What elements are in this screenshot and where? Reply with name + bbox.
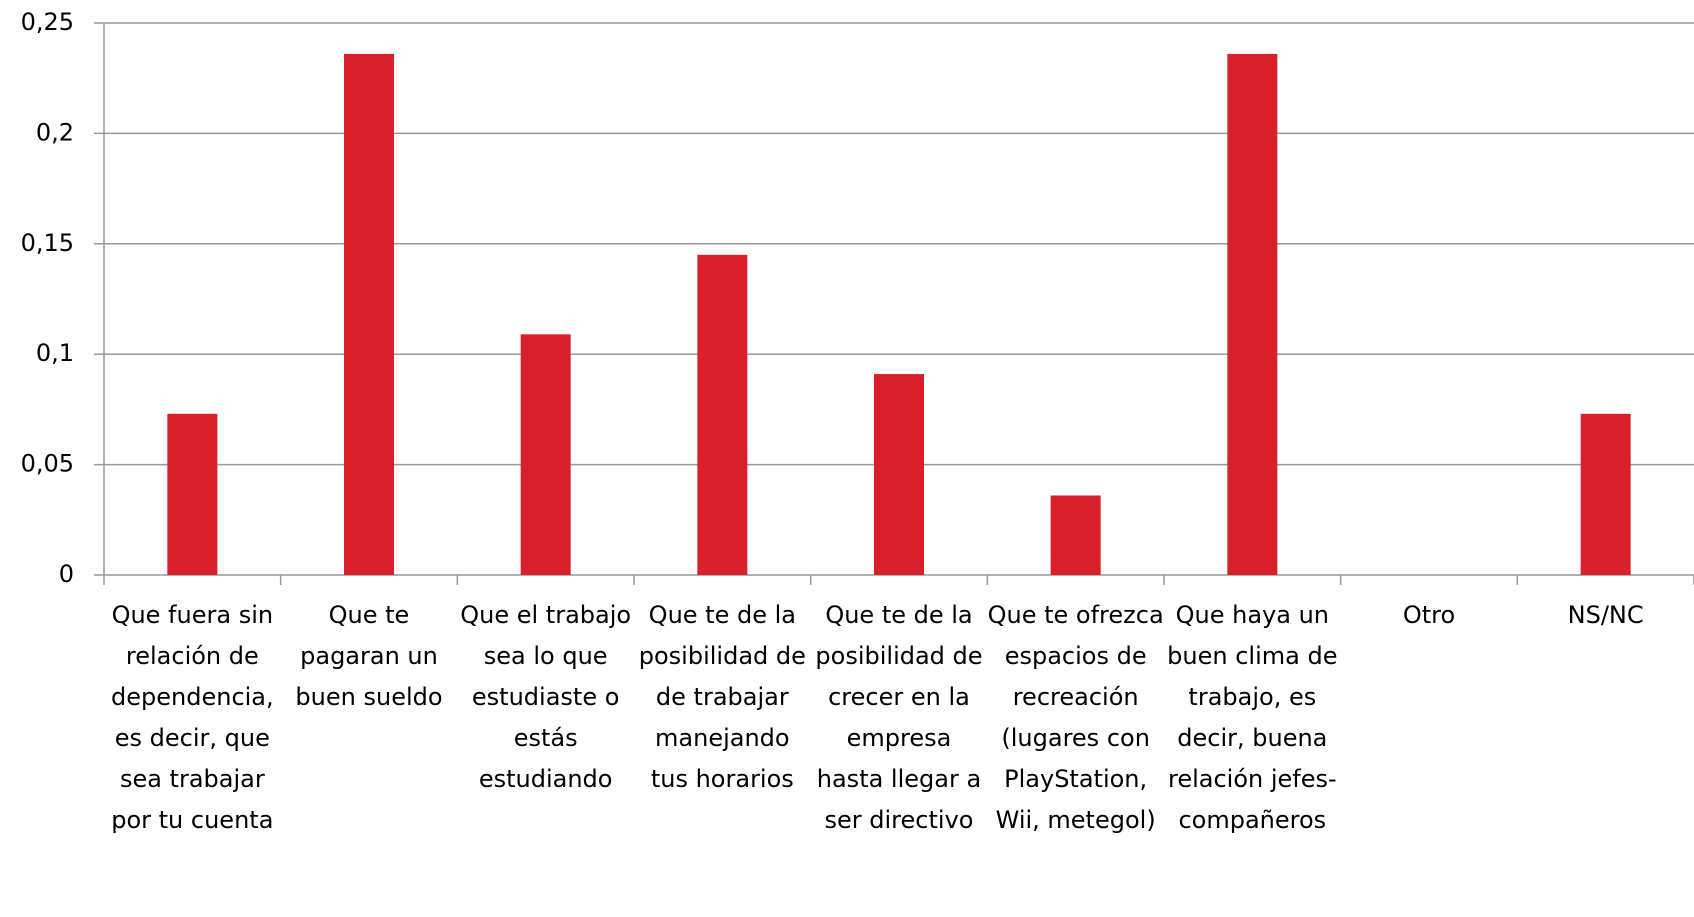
y-tick-label: 0 xyxy=(59,560,74,588)
x-tick-label: Que el trabajo sea lo que estudiaste o e… xyxy=(460,601,632,793)
bar xyxy=(697,254,748,575)
bar xyxy=(874,374,924,575)
bar xyxy=(1227,53,1278,576)
y-tick-label: 0,25 xyxy=(21,8,74,36)
bar xyxy=(344,53,394,576)
bar xyxy=(1050,495,1101,575)
bar xyxy=(167,413,218,575)
x-tick-label: Que te ofrezca espacios de recreación (l… xyxy=(987,601,1164,834)
y-tick-label: 0,2 xyxy=(36,118,74,146)
x-tick-label: Que te de la posibilidad de crecer en la… xyxy=(815,601,983,834)
y-tick-label: 0,1 xyxy=(36,339,74,367)
x-tick-label: Otro xyxy=(1402,601,1456,629)
bar xyxy=(520,334,571,575)
y-tick-label: 0,15 xyxy=(21,229,74,257)
x-tick-label: Que te pagaran un buen sueldo xyxy=(295,601,443,711)
x-tick-label: Que fuera sin relación de dependencia, e… xyxy=(111,601,274,834)
x-tick-label: Que haya un buen clima de trabajo, es de… xyxy=(1167,601,1338,834)
bar xyxy=(1580,413,1631,575)
x-tick-label: Que te de la posibilidad de de trabajar … xyxy=(638,601,806,793)
x-tick-label: NS/NC xyxy=(1567,601,1644,629)
y-tick-label: 0,05 xyxy=(21,450,74,478)
